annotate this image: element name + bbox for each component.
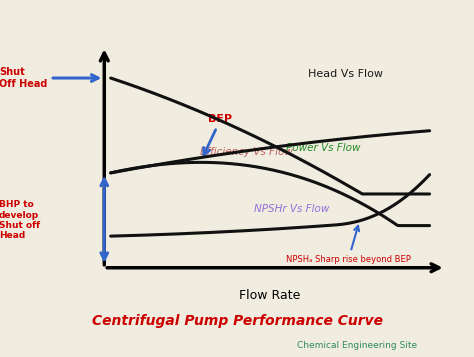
Text: Power Vs Flow: Power Vs Flow: [286, 142, 361, 152]
Text: Efficiency Vs Flow: Efficiency Vs Flow: [200, 147, 293, 157]
Text: Head Vs Flow: Head Vs Flow: [309, 69, 383, 79]
Text: NPSHr Vs Flow: NPSHr Vs Flow: [254, 204, 329, 214]
Text: Centrifugal Pump Performance Curve: Centrifugal Pump Performance Curve: [91, 314, 383, 328]
Text: BHP to
develop
Shut off
Head: BHP to develop Shut off Head: [0, 200, 40, 240]
Text: Flow Rate: Flow Rate: [239, 289, 301, 302]
Text: Shut
Off Head: Shut Off Head: [0, 67, 98, 89]
Text: Chemical Engineering Site: Chemical Engineering Site: [297, 341, 417, 350]
Text: NPSHₐ Sharp rise beyond BEP: NPSHₐ Sharp rise beyond BEP: [286, 226, 411, 264]
Text: BEP: BEP: [204, 114, 233, 155]
